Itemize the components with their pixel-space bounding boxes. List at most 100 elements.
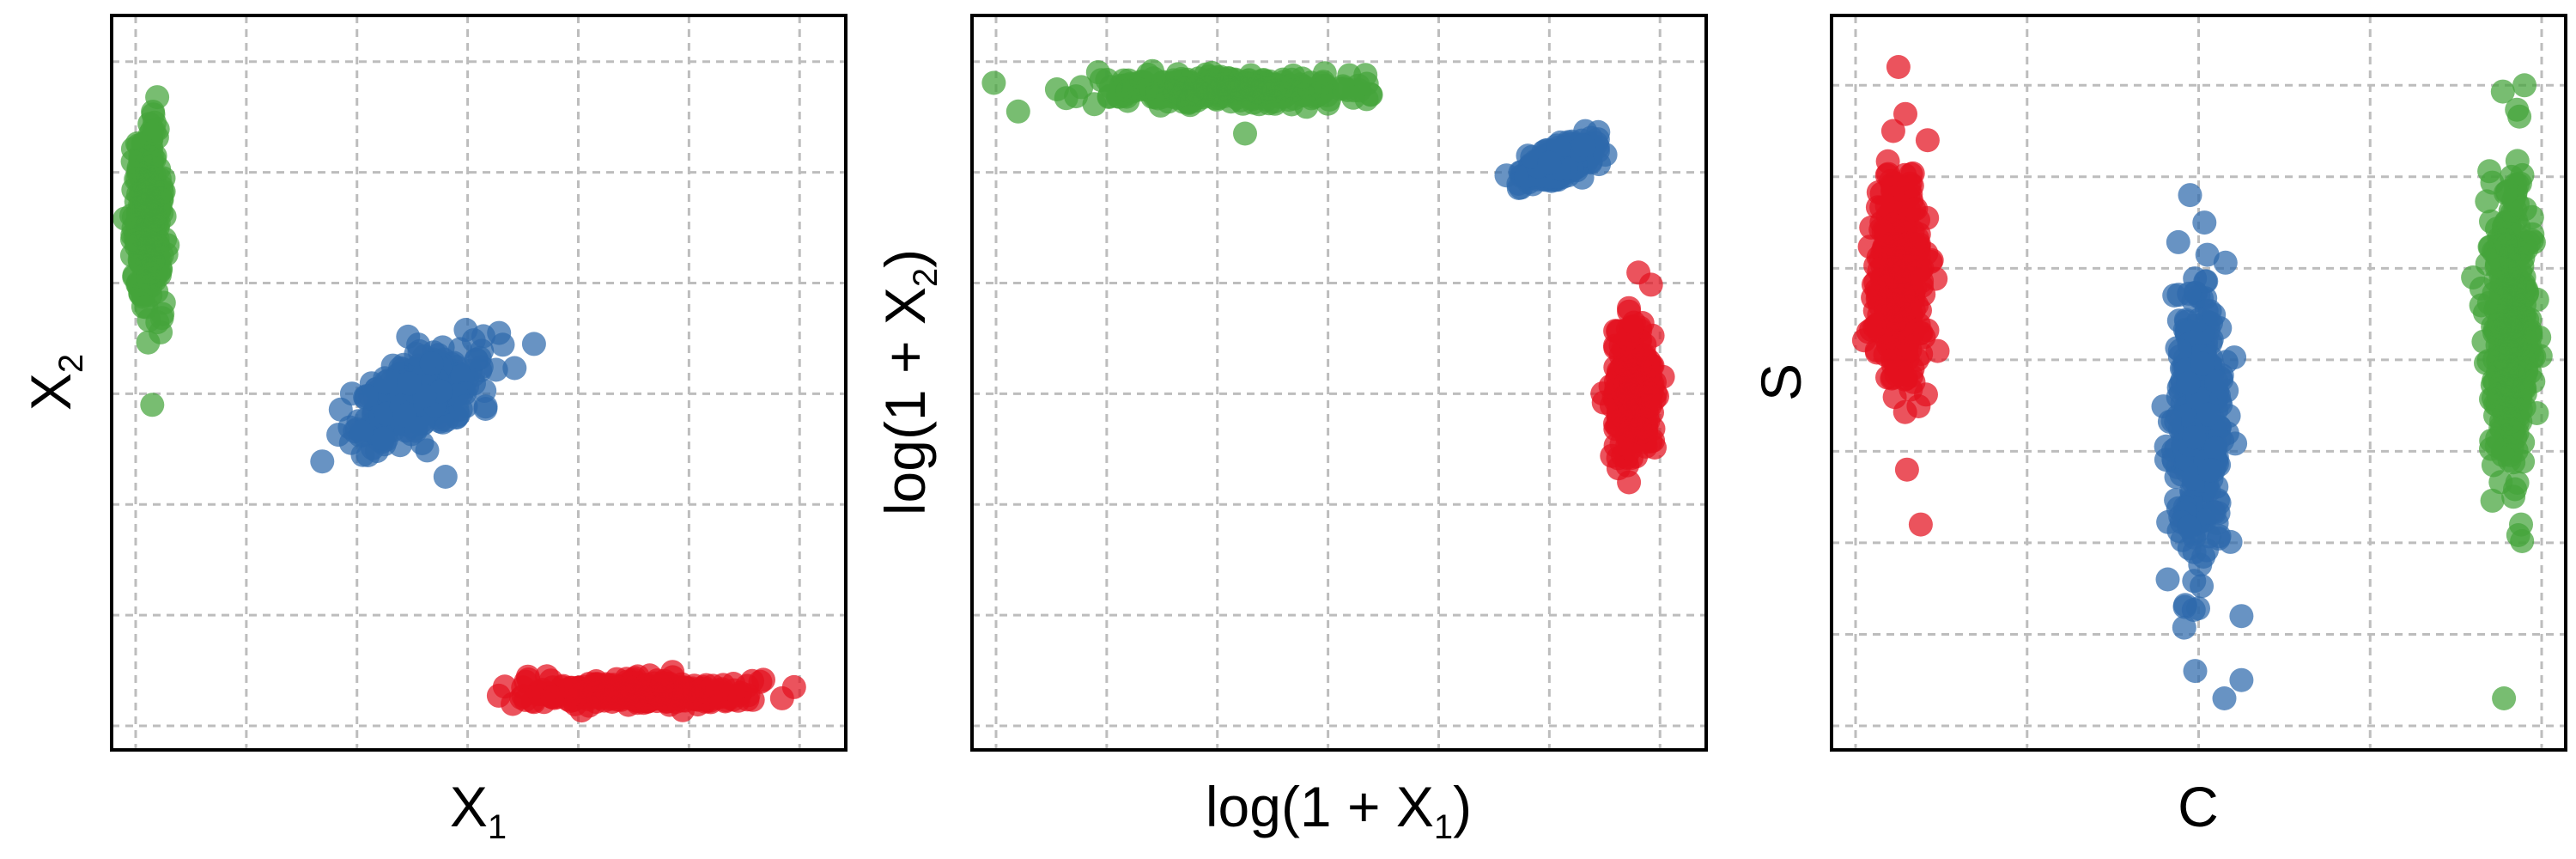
data-point [1162, 79, 1187, 104]
data-point [120, 149, 145, 174]
data-point [1005, 99, 1030, 124]
panel-1: X1 X2 [19, 14, 848, 846]
data-point [558, 676, 583, 700]
data-point [1571, 133, 1596, 158]
data-point [654, 690, 678, 714]
panel-2-points [981, 58, 1675, 495]
data-point [370, 426, 395, 451]
data-point [502, 356, 527, 381]
data-point [2155, 567, 2180, 592]
data-point [467, 345, 492, 370]
data-point [392, 403, 417, 428]
data-point [2484, 434, 2509, 459]
data-point [419, 351, 444, 376]
panel-3-points [1851, 55, 2553, 710]
data-point [1915, 128, 1940, 153]
data-point [740, 668, 764, 693]
data-point [2461, 265, 2486, 289]
data-point [605, 675, 629, 700]
data-point [138, 261, 162, 286]
data-point [2509, 512, 2533, 537]
data-point [2204, 369, 2229, 393]
data-point [140, 393, 165, 417]
data-point [128, 230, 153, 255]
panel-3-grid [1832, 15, 2566, 750]
data-point [2489, 270, 2514, 295]
data-point [453, 393, 478, 418]
panel-3: C S [1749, 14, 2567, 838]
data-point [2490, 79, 2515, 104]
data-point [112, 206, 137, 231]
data-point [1872, 235, 1897, 259]
data-point [2172, 594, 2197, 619]
data-point [1880, 212, 1905, 237]
data-point [2498, 198, 2523, 223]
data-point [540, 685, 565, 710]
data-point [397, 371, 422, 396]
data-point [1886, 55, 1911, 79]
green-cluster [2461, 73, 2553, 710]
data-point [1894, 457, 1919, 482]
data-point [2510, 253, 2535, 278]
data-point [2492, 686, 2517, 710]
data-point [2166, 229, 2190, 254]
panel-2-xlabel: log(1 + X1) [1206, 775, 1472, 846]
data-point [1893, 101, 1917, 126]
data-point [2178, 183, 2202, 208]
data-point [2501, 484, 2526, 509]
data-point [2477, 159, 2502, 184]
data-point [2512, 73, 2537, 98]
data-point [1537, 150, 1562, 175]
panel-1-ylabel: X2 [19, 354, 90, 411]
data-point [2167, 338, 2192, 363]
panel-3-xlabel: C [2178, 775, 2219, 838]
data-point [2196, 402, 2221, 427]
data-point [328, 397, 353, 422]
blue-cluster [2151, 183, 2254, 710]
data-point [521, 332, 546, 356]
data-point [473, 397, 498, 421]
panel-2-ylabel: log(1 + X2) [873, 249, 945, 515]
data-point [1109, 77, 1134, 101]
data-point [1621, 310, 1646, 335]
panel-2: log(1 + X1) log(1 + X2) [873, 14, 1708, 846]
panel-3-ylabel: S [1749, 363, 1813, 401]
data-point [2511, 449, 2536, 474]
red-cluster [486, 660, 806, 723]
data-point [781, 674, 806, 699]
data-point [134, 295, 159, 320]
data-point [1140, 58, 1164, 83]
data-point [2183, 659, 2208, 684]
data-point [450, 363, 475, 388]
panel-1-points [112, 85, 806, 723]
data-point [2513, 277, 2538, 302]
data-point [2157, 409, 2182, 434]
data-point [1217, 78, 1242, 103]
data-point [1908, 512, 1933, 537]
blue-cluster [310, 318, 546, 489]
data-point [487, 320, 512, 345]
data-point [1593, 143, 1618, 168]
data-point [1616, 381, 1641, 406]
data-point [2176, 371, 2201, 396]
red-cluster [1590, 260, 1675, 495]
data-point [131, 180, 156, 205]
data-point [2207, 524, 2232, 549]
data-point [2182, 425, 2207, 450]
data-point [2195, 242, 2220, 267]
data-point [1880, 365, 1905, 390]
data-point [1882, 385, 1907, 410]
data-point [2172, 615, 2196, 640]
data-point [2481, 453, 2506, 478]
data-point [374, 370, 398, 394]
data-point [501, 691, 526, 716]
data-point [2203, 436, 2228, 460]
data-point [141, 100, 166, 125]
panel-1-xlabel: X1 [450, 775, 507, 846]
panel-2-frame [970, 14, 1708, 752]
data-point [1628, 416, 1652, 441]
data-point [1880, 119, 1905, 143]
data-point [2197, 458, 2222, 483]
data-point [1140, 84, 1165, 109]
data-point [2202, 302, 2227, 327]
